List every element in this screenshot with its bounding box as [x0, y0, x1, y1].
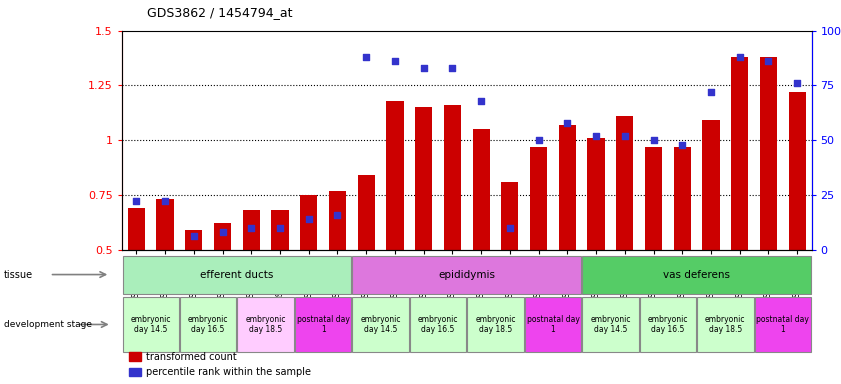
Point	[704, 89, 717, 95]
Bar	[357, 175, 375, 250]
Bar	[415, 108, 432, 250]
Bar	[468, 297, 524, 352]
Bar	[242, 210, 260, 250]
Text: embryonic
day 14.5: embryonic day 14.5	[590, 315, 631, 334]
Text: epididymis: epididymis	[438, 270, 495, 280]
Point	[590, 133, 603, 139]
Bar	[501, 182, 518, 250]
Bar	[530, 147, 547, 250]
Bar	[185, 230, 203, 250]
Bar	[156, 199, 173, 250]
Bar	[697, 297, 754, 352]
Point	[791, 80, 804, 86]
Point	[302, 216, 315, 222]
Point	[675, 141, 689, 147]
Bar	[300, 195, 317, 250]
Bar	[123, 297, 179, 352]
Bar	[759, 57, 777, 250]
Bar	[295, 297, 352, 352]
Point	[245, 225, 258, 231]
Bar	[410, 297, 466, 352]
Point	[446, 65, 459, 71]
Text: embryonic
day 18.5: embryonic day 18.5	[705, 315, 746, 334]
Bar	[129, 352, 141, 361]
Point	[561, 119, 574, 126]
Bar	[640, 297, 696, 352]
Point	[158, 199, 172, 205]
Bar	[444, 105, 461, 250]
Bar	[731, 57, 748, 250]
Bar	[616, 116, 633, 250]
Bar	[352, 297, 409, 352]
Bar	[214, 223, 231, 250]
Bar	[558, 125, 576, 250]
Point	[273, 225, 287, 231]
Point	[474, 98, 488, 104]
Text: embryonic
day 18.5: embryonic day 18.5	[246, 315, 286, 334]
Text: embryonic
day 18.5: embryonic day 18.5	[475, 315, 516, 334]
Text: GDS3862 / 1454794_at: GDS3862 / 1454794_at	[147, 6, 293, 19]
Bar	[123, 256, 352, 293]
Point	[417, 65, 431, 71]
Bar	[272, 210, 288, 250]
Bar	[674, 147, 690, 250]
Point	[389, 58, 402, 65]
Bar	[180, 297, 236, 352]
Text: transformed count: transformed count	[146, 351, 237, 361]
Text: percentile rank within the sample: percentile rank within the sample	[146, 367, 311, 377]
Bar	[329, 190, 346, 250]
Bar	[352, 256, 581, 293]
Text: efferent ducts: efferent ducts	[200, 270, 273, 280]
Text: embryonic
day 16.5: embryonic day 16.5	[188, 315, 229, 334]
Text: development stage: development stage	[4, 320, 93, 329]
Bar	[237, 297, 294, 352]
Text: embryonic
day 16.5: embryonic day 16.5	[418, 315, 458, 334]
Text: vas deferens: vas deferens	[663, 270, 730, 280]
Bar	[789, 92, 806, 250]
Bar	[525, 297, 581, 352]
Bar	[587, 138, 605, 250]
Bar	[702, 121, 720, 250]
Text: embryonic
day 14.5: embryonic day 14.5	[360, 315, 401, 334]
Text: postnatal day
1: postnatal day 1	[756, 315, 809, 334]
Point	[187, 233, 200, 240]
Bar	[582, 256, 811, 293]
Bar	[754, 297, 811, 352]
Bar	[473, 129, 489, 250]
Point	[503, 225, 516, 231]
Text: postnatal day
1: postnatal day 1	[526, 315, 579, 334]
Bar	[128, 208, 145, 250]
Point	[762, 58, 775, 65]
Point	[130, 199, 143, 205]
Text: tissue: tissue	[4, 270, 34, 280]
Point	[733, 54, 747, 60]
Point	[359, 54, 373, 60]
Point	[216, 229, 230, 235]
Bar	[582, 297, 638, 352]
Point	[532, 137, 545, 143]
Point	[647, 137, 660, 143]
Text: embryonic
day 14.5: embryonic day 14.5	[130, 315, 171, 334]
Point	[331, 212, 344, 218]
Bar	[645, 147, 662, 250]
Bar	[129, 367, 141, 376]
Point	[618, 133, 632, 139]
Bar	[386, 101, 404, 250]
Text: embryonic
day 16.5: embryonic day 16.5	[648, 315, 688, 334]
Text: postnatal day
1: postnatal day 1	[297, 315, 350, 334]
